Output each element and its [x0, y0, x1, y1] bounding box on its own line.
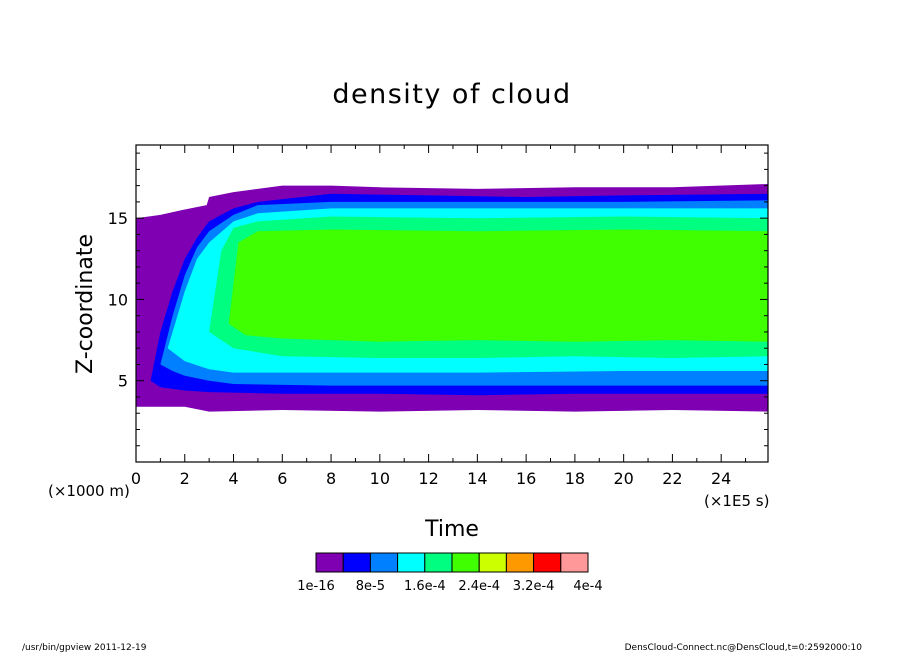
x-tick-label: 14 [467, 469, 487, 488]
x-tick-label: 12 [418, 469, 438, 488]
colorbar-label: 4e-4 [573, 579, 602, 594]
x-tick-label: 16 [516, 469, 536, 488]
colorbar-swatch [369, 552, 399, 573]
colorbar-swatch [342, 552, 371, 573]
y-unit-label: (×1000 m) [48, 482, 130, 500]
contour-band-6 [228, 229, 768, 342]
colorbar-swatch [424, 552, 453, 573]
x-tick-label: 20 [613, 469, 633, 488]
colorbar-label: 8e-5 [356, 579, 385, 594]
x-tick-label: 8 [326, 469, 336, 488]
colorbar-label: 1.6e-4 [404, 579, 446, 594]
x-tick-label: 24 [711, 469, 731, 488]
colorbar-swatch [560, 552, 589, 573]
plot-frame [135, 144, 769, 463]
x-tick-label: 10 [370, 469, 390, 488]
x-unit-label: (×1E5 s) [704, 492, 769, 510]
x-tick-label: 6 [277, 469, 287, 488]
footer-right: DensCloud-Connect.nc@DensCloud,t=0:25920… [625, 643, 863, 653]
x-axis: 0 2 4 6 8 10 12 14 16 18 20 22 24 [131, 145, 747, 488]
colorbar-label: 2.4e-4 [458, 579, 500, 594]
x-tick-label: 18 [565, 469, 585, 488]
footer-left: /usr/bin/gpview 2011-12-19 [22, 643, 147, 653]
colorbar-swatch [315, 552, 344, 573]
x-tick-label: 4 [228, 469, 238, 488]
colorbar-swatch [397, 552, 426, 573]
colorbar-swatch [451, 552, 480, 573]
y-axis: 5 10 15 [108, 152, 768, 447]
colorbar-label: 1e-16 [297, 579, 335, 594]
y-axis-label: Z-coordinate [73, 234, 98, 374]
x-tick-label: 2 [180, 469, 190, 488]
x-tick-label: 22 [662, 469, 682, 488]
colorbar-swatch [505, 552, 535, 573]
chart-title: density of cloud [332, 79, 571, 110]
contour-field [136, 184, 769, 412]
colorbar-swatch [478, 552, 507, 573]
x-axis-label: Time [424, 517, 479, 542]
y-tick-label: 10 [108, 290, 128, 309]
colorbar-label: 3.2e-4 [513, 579, 555, 594]
colorbar-swatch [533, 552, 562, 573]
y-tick-label: 15 [108, 209, 128, 228]
x-tick-label: 0 [131, 469, 141, 488]
colorbar: 1e-16 8e-5 1.6e-4 2.4e-4 3.2e-4 4e-4 [297, 552, 603, 594]
y-tick-label: 5 [118, 372, 128, 391]
